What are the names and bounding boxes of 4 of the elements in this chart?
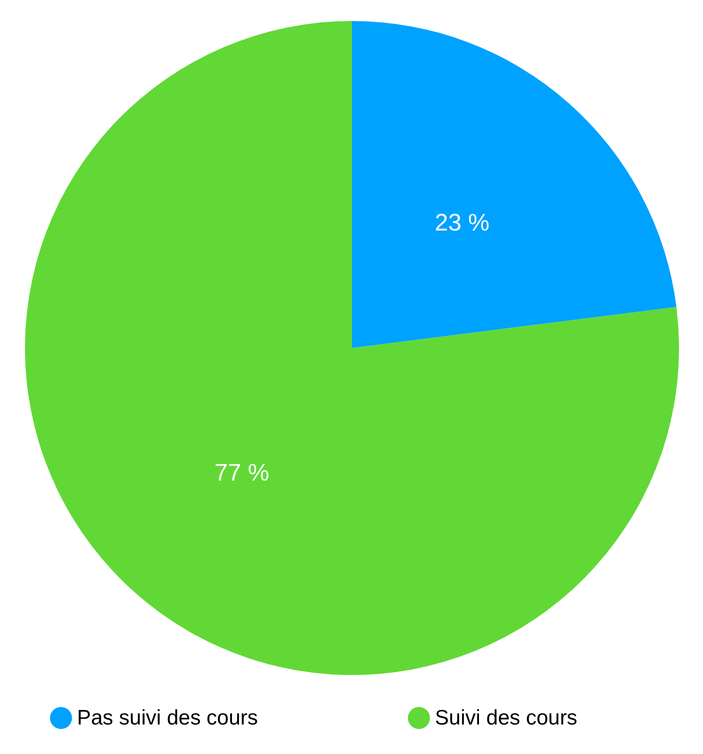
data-label: 23 % [434, 210, 490, 237]
legend-label: Suivi des cours [434, 706, 578, 730]
data-label: 77 % [214, 459, 270, 486]
legend-label: Pas suivi des cours [77, 706, 258, 730]
